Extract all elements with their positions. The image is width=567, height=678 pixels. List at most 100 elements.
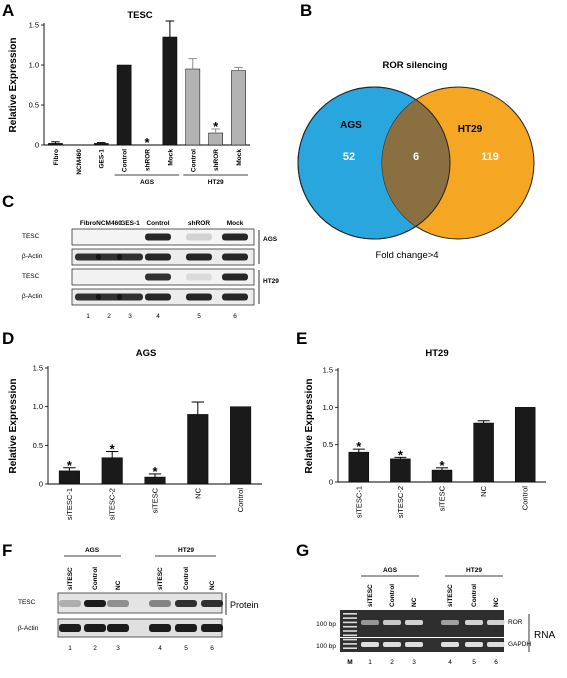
blot-c-row-label-4: β-Actin bbox=[22, 293, 43, 300]
chart-a-ytick-label-0: 0 bbox=[35, 141, 39, 150]
gel-g-lane-header-5: NC bbox=[493, 597, 500, 607]
gel-g-marker-lane-label: M bbox=[347, 659, 352, 666]
blot-f-lane-number-2: 3 bbox=[116, 645, 120, 652]
blot-c-band-r3-l3 bbox=[145, 293, 171, 301]
gel-g-marker-label-1: 100 bp bbox=[316, 621, 336, 628]
blot-c-lane-number-2: 3 bbox=[128, 313, 132, 320]
blot-f-band-tesc-1 bbox=[84, 600, 106, 607]
blot-f-group-ht29: HT29 bbox=[178, 547, 194, 554]
blot-f-band-actin-0 bbox=[59, 624, 81, 632]
blot-f-row-label-1: TESC bbox=[18, 599, 36, 606]
chart-a-category-label-2: GES-1 bbox=[99, 149, 106, 169]
blot-c-row-label-2: β-Actin bbox=[22, 253, 43, 260]
gel-g-band-ror-1 bbox=[383, 620, 401, 625]
gel-g-ladder-band-1 bbox=[343, 617, 357, 619]
gel-g-lane-number-3: 4 bbox=[448, 659, 452, 666]
blot-f-band-actin-3 bbox=[149, 624, 171, 632]
blot-f-band-tesc-0 bbox=[59, 600, 81, 607]
chart-a-bar-7 bbox=[208, 132, 224, 146]
blot-f-lane-header-5: NC bbox=[209, 580, 216, 590]
blot-c-band-r2-l3 bbox=[145, 273, 171, 281]
chart-e-category-label-3: NC bbox=[479, 485, 488, 496]
blot-f-row-label-2: β-Actin bbox=[18, 625, 39, 632]
blot-c-band-r0-l4 bbox=[186, 233, 212, 241]
venn-count-overlap: 6 bbox=[413, 151, 419, 163]
blot-c-band-r3-l0 bbox=[75, 293, 101, 301]
gel-g-band-gapdh-2 bbox=[405, 642, 423, 647]
chart-e-ytick-label-1: 0.5 bbox=[323, 440, 333, 449]
chart-a-category-label-6: Control bbox=[190, 149, 197, 172]
chart-d-significance-1: * bbox=[110, 442, 116, 457]
blot-c-band-r1-l0 bbox=[75, 253, 101, 261]
venn-title: ROR silencing bbox=[383, 60, 448, 71]
chart-a-bar-2 bbox=[93, 143, 109, 146]
chart-a-category-label-4: shROR bbox=[145, 149, 152, 171]
gel-g-lane-number-2: 3 bbox=[412, 659, 416, 666]
venn-overlap bbox=[382, 87, 450, 239]
blot-f-strip-tesc bbox=[57, 592, 223, 614]
chart-e-ytick-label-2: 1.0 bbox=[323, 403, 333, 412]
gel-g-ladder-band-7 bbox=[343, 643, 357, 645]
blot-c-lane-number-1: 2 bbox=[107, 313, 111, 320]
gel-g-lane-header-4: Control bbox=[471, 584, 478, 607]
blot-f-band-tesc-4 bbox=[175, 600, 197, 607]
chart-a-significance-4: * bbox=[144, 135, 150, 150]
chart-a-category-label-1: NCM460 bbox=[76, 149, 83, 175]
blot-c-lane-number-5: 6 bbox=[233, 313, 237, 320]
western-blot-f: AGS HT29 siTESC Control NC siTESC Control NC … bbox=[18, 547, 259, 652]
chart-a-category-label-8: Mock bbox=[236, 149, 243, 166]
gel-g-ladder-band-2 bbox=[343, 621, 357, 624]
chart-a-category-label-3: Control bbox=[122, 149, 129, 172]
blot-f-band-actin-1 bbox=[84, 624, 106, 632]
venn-outline-ags bbox=[297, 86, 451, 240]
chart-d-bar-0 bbox=[58, 470, 80, 485]
chart-d-significance-0: * bbox=[67, 458, 73, 473]
blot-c-band-r0-l3 bbox=[145, 233, 171, 241]
gel-g-row-label-1: ROR bbox=[508, 619, 523, 626]
panel-letter-c: C bbox=[2, 192, 14, 211]
blot-c-band-r2-l4 bbox=[186, 273, 212, 281]
blot-c-lane-number-0: 1 bbox=[86, 313, 90, 320]
gel-g-band-ror-5 bbox=[487, 620, 505, 625]
gel-g-ladder-band-3 bbox=[343, 625, 357, 628]
blot-c-group-ht29: HT29 bbox=[263, 278, 279, 285]
gel-g-side-label: RNA bbox=[534, 630, 555, 641]
blot-f-lane-number-0: 1 bbox=[68, 645, 72, 652]
chart-d-bar-3 bbox=[187, 414, 209, 485]
gel-g-ladder-band-4 bbox=[343, 630, 357, 632]
chart-d-ytick-label-2: 1.0 bbox=[33, 402, 43, 411]
panel-letter-d: D bbox=[2, 329, 14, 348]
blot-c-lane-header-2: GES-1 bbox=[120, 220, 140, 227]
chart-a-ylabel: Relative Expression bbox=[8, 37, 19, 132]
blot-c-band-r3-l2 bbox=[117, 293, 143, 301]
blot-c-lane-header-3: Control bbox=[146, 220, 169, 227]
panel-letter-g: G bbox=[296, 541, 309, 560]
blot-f-lane-number-3: 4 bbox=[158, 645, 162, 652]
chart-e-significance-2: * bbox=[439, 458, 445, 473]
blot-c-band-r1-l2 bbox=[117, 253, 143, 261]
venn-diagram: ROR silencing AGS HT29 52 6 119 Fold cha… bbox=[297, 60, 535, 261]
gel-g-lane-number-5: 6 bbox=[494, 659, 498, 666]
chart-e-ytick-label-3: 1.5 bbox=[323, 366, 333, 375]
chart-a-category-label-5: Mock bbox=[167, 149, 174, 166]
gel-g-band-gapdh-1 bbox=[383, 642, 401, 647]
blot-f-lane-header-0: siTESC bbox=[67, 567, 74, 590]
gel-g-group-ht29: HT29 bbox=[466, 567, 482, 574]
chart-d-ylabel: Relative Expression bbox=[8, 378, 19, 473]
blot-f-band-actin-4 bbox=[175, 624, 197, 632]
blot-f-group-ags: AGS bbox=[85, 547, 100, 554]
blot-f-band-actin-5 bbox=[201, 624, 223, 632]
chart-d-category-label-2: siTESC bbox=[151, 487, 160, 513]
gel-g-lane-number-4: 5 bbox=[472, 659, 476, 666]
chart-d-ytick-label-1: 0.5 bbox=[33, 441, 43, 450]
gel-g-band-ror-2 bbox=[405, 620, 423, 625]
blot-c-group-ags: AGS bbox=[263, 236, 278, 243]
blot-c-row-label-1: TESC bbox=[22, 233, 40, 240]
chart-a-group-label-0: AGS bbox=[140, 179, 155, 186]
venn-label-ags: AGS bbox=[340, 120, 362, 131]
chart-d-ytick-label-3: 1.5 bbox=[33, 364, 43, 373]
chart-a-ytick-label-3: 1.5 bbox=[29, 21, 39, 30]
venn-count-ht29-only: 119 bbox=[481, 151, 499, 163]
chart-e-bar-4 bbox=[514, 407, 536, 483]
